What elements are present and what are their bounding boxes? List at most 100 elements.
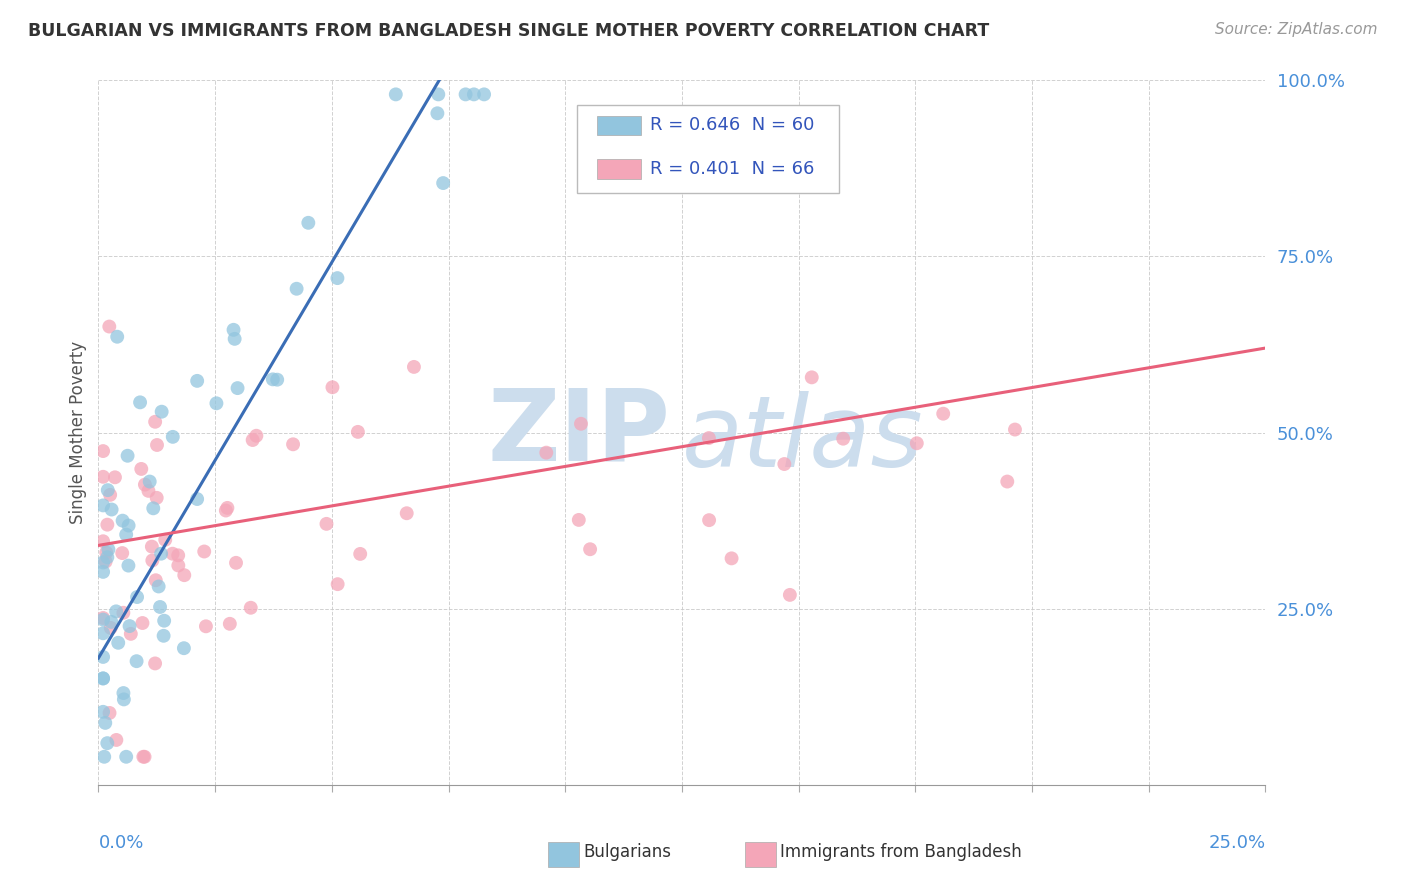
Point xyxy=(349,547,371,561)
FancyBboxPatch shape xyxy=(576,105,839,193)
Point xyxy=(800,370,823,384)
Point xyxy=(98,319,121,334)
Point xyxy=(145,491,167,505)
Point xyxy=(162,430,184,444)
Point xyxy=(326,577,349,591)
Point xyxy=(132,749,155,764)
Point xyxy=(97,483,120,497)
Point xyxy=(297,216,319,230)
Point xyxy=(112,606,135,620)
Point xyxy=(832,432,855,446)
Text: atlas: atlas xyxy=(682,392,924,488)
Point xyxy=(94,715,117,730)
Point xyxy=(142,501,165,516)
Point xyxy=(426,106,449,120)
Point xyxy=(96,517,118,532)
Point xyxy=(105,604,128,618)
Y-axis label: Single Mother Poverty: Single Mother Poverty xyxy=(69,341,87,524)
Point xyxy=(186,491,208,506)
Point xyxy=(111,546,134,560)
Point xyxy=(105,330,128,344)
Point xyxy=(932,407,955,421)
Point xyxy=(222,323,245,337)
Point xyxy=(995,475,1018,489)
Point xyxy=(225,556,247,570)
Point xyxy=(96,550,118,565)
Point xyxy=(107,636,129,650)
Point xyxy=(91,499,114,513)
Point xyxy=(129,462,152,476)
Point xyxy=(536,445,558,459)
Point xyxy=(262,372,284,386)
Point xyxy=(155,533,177,547)
Point xyxy=(427,87,450,102)
Point xyxy=(117,518,139,533)
Point xyxy=(472,87,495,102)
Point xyxy=(167,558,190,573)
Point xyxy=(105,733,128,747)
Point xyxy=(150,405,173,419)
Point xyxy=(115,527,138,541)
Point xyxy=(91,613,114,627)
Point xyxy=(568,513,591,527)
Point xyxy=(148,579,170,593)
Point xyxy=(91,705,114,719)
Point xyxy=(321,380,343,394)
Point xyxy=(385,87,408,102)
Point xyxy=(93,749,115,764)
Point xyxy=(149,599,172,614)
Point xyxy=(118,619,141,633)
Point xyxy=(100,621,122,635)
Point xyxy=(91,626,114,640)
Point xyxy=(117,449,139,463)
Text: ZIP: ZIP xyxy=(488,384,671,481)
Point xyxy=(697,513,720,527)
Point xyxy=(395,506,418,520)
Point xyxy=(239,600,262,615)
Point xyxy=(569,417,592,431)
Point xyxy=(779,588,801,602)
Point xyxy=(215,503,238,517)
Point xyxy=(153,614,176,628)
Point xyxy=(773,457,796,471)
Point xyxy=(134,477,156,491)
Point xyxy=(112,692,135,706)
Point xyxy=(96,736,118,750)
Point xyxy=(104,470,127,484)
Point xyxy=(100,502,122,516)
Point xyxy=(143,415,166,429)
Point xyxy=(146,438,169,452)
Point xyxy=(224,332,246,346)
Bar xyxy=(596,159,641,179)
Text: BULGARIAN VS IMMIGRANTS FROM BANGLADESH SINGLE MOTHER POVERTY CORRELATION CHART: BULGARIAN VS IMMIGRANTS FROM BANGLADESH … xyxy=(28,22,990,40)
Point xyxy=(100,615,122,629)
Point xyxy=(94,555,117,569)
Point xyxy=(205,396,228,410)
Point xyxy=(218,616,240,631)
Point xyxy=(91,672,114,686)
Point xyxy=(347,425,370,439)
Point xyxy=(91,671,114,685)
Point xyxy=(111,514,134,528)
Text: R = 0.646  N = 60: R = 0.646 N = 60 xyxy=(651,116,814,135)
Point xyxy=(91,470,114,484)
Point xyxy=(281,437,304,451)
Point xyxy=(98,706,121,720)
Point xyxy=(193,544,215,558)
Text: Bulgarians: Bulgarians xyxy=(583,843,672,861)
Point xyxy=(173,568,195,582)
Point xyxy=(91,534,114,549)
Point xyxy=(162,547,184,561)
Point xyxy=(138,475,160,489)
Point xyxy=(143,657,166,671)
Point xyxy=(152,629,174,643)
Point xyxy=(326,271,349,285)
Text: Immigrants from Bangladesh: Immigrants from Bangladesh xyxy=(780,843,1022,861)
Point xyxy=(97,542,120,557)
Bar xyxy=(596,116,641,136)
Point xyxy=(138,483,160,498)
Point xyxy=(125,654,148,668)
Point xyxy=(245,429,267,443)
Point xyxy=(186,374,208,388)
Point xyxy=(167,549,190,563)
